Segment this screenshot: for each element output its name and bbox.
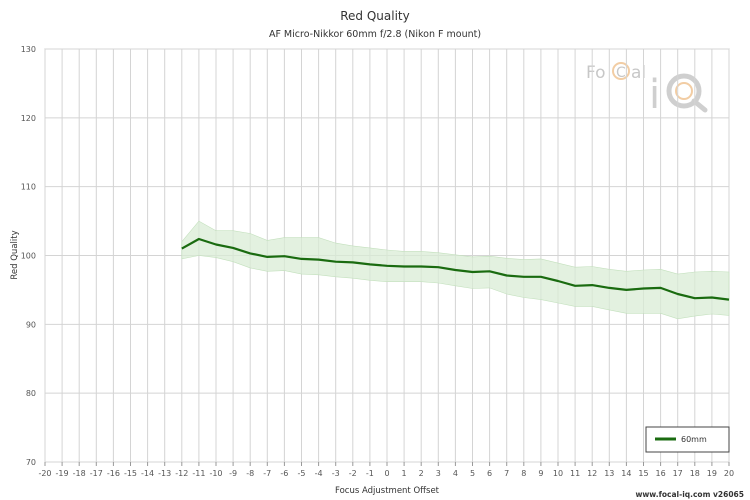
y-tick-label: 100 — [21, 252, 36, 261]
x-tick-label: -18 — [73, 469, 86, 478]
x-tick-label: 0 — [384, 469, 389, 478]
x-tick-label: 7 — [504, 469, 509, 478]
x-tick-label: -5 — [298, 469, 306, 478]
x-tick-label: 2 — [419, 469, 424, 478]
x-tick-label: 19 — [707, 469, 717, 478]
x-tick-label: 20 — [724, 469, 734, 478]
chart-subtitle: AF Micro-Nikkor 60mm f/2.8 (Nikon F moun… — [269, 29, 481, 40]
x-axis-label: Focus Adjustment Offset — [335, 486, 440, 496]
y-tick-label: 90 — [26, 320, 36, 329]
y-tick-label: 130 — [21, 45, 36, 54]
series-line-60mm — [181, 237, 730, 301]
svg-text:C: C — [616, 65, 626, 81]
legend: 60mm — [645, 426, 730, 453]
chart-title: Red Quality — [340, 9, 410, 23]
y-tick-label: 80 — [26, 389, 36, 398]
x-tick-label: 13 — [604, 469, 614, 478]
svg-text:i: i — [649, 72, 660, 118]
y-tick-label: 110 — [21, 183, 36, 192]
x-tick-label: -11 — [192, 469, 205, 478]
x-tick-label: -14 — [141, 469, 154, 478]
focal-iq-logo-icon: Fo C al i — [586, 62, 708, 118]
x-tick-label: 12 — [587, 469, 597, 478]
x-tick-label: 4 — [453, 469, 458, 478]
x-tick-label: -20 — [38, 469, 51, 478]
x-tick-label: -15 — [124, 469, 137, 478]
x-tick-label: -9 — [229, 469, 237, 478]
x-tick-label: -10 — [209, 469, 222, 478]
y-axis-ticks: 70 80 90 100 110 120 130 — [21, 45, 36, 467]
y-tick-label: 120 — [21, 114, 36, 123]
x-tick-label: -3 — [332, 469, 340, 478]
x-tick-label: -2 — [349, 469, 357, 478]
x-tick-label: 17 — [673, 469, 683, 478]
x-tick-label: 9 — [538, 469, 543, 478]
x-axis-ticks: -20 -19 -18 -17 -16 -15 -14 -13 -12 -11 -10 -9 -8 -7-… — [38, 462, 734, 478]
x-tick-label: 1 — [402, 469, 407, 478]
svg-text:al: al — [631, 63, 646, 83]
x-tick-label: 3 — [436, 469, 441, 478]
x-tick-label: 14 — [621, 469, 631, 478]
x-tick-label: 5 — [470, 469, 475, 478]
x-tick-label: -4 — [315, 469, 323, 478]
series-lines — [181, 237, 730, 301]
x-tick-label: 18 — [690, 469, 700, 478]
svg-text:Fo: Fo — [586, 63, 606, 83]
footer-text: www.focal-iq.com v26065 — [635, 490, 744, 499]
x-tick-label: -16 — [107, 469, 120, 478]
y-axis-label: Red Quality — [10, 230, 20, 279]
legend-label: 60mm — [681, 435, 707, 444]
x-tick-label: 16 — [656, 469, 666, 478]
x-tick-label: -13 — [158, 469, 171, 478]
x-tick-label: 8 — [521, 469, 526, 478]
x-tick-label: -1 — [366, 469, 374, 478]
x-tick-label: -17 — [90, 469, 103, 478]
y-tick-label: 70 — [26, 458, 36, 467]
x-tick-label: -19 — [56, 469, 69, 478]
x-tick-label: 6 — [487, 469, 492, 478]
x-tick-label: -6 — [280, 469, 288, 478]
x-tick-label: 15 — [638, 469, 648, 478]
x-tick-label: -8 — [246, 469, 254, 478]
x-tick-label: -12 — [175, 469, 188, 478]
x-tick-label: -7 — [263, 469, 271, 478]
x-tick-label: 10 — [553, 469, 563, 478]
x-tick-label: 11 — [570, 469, 580, 478]
